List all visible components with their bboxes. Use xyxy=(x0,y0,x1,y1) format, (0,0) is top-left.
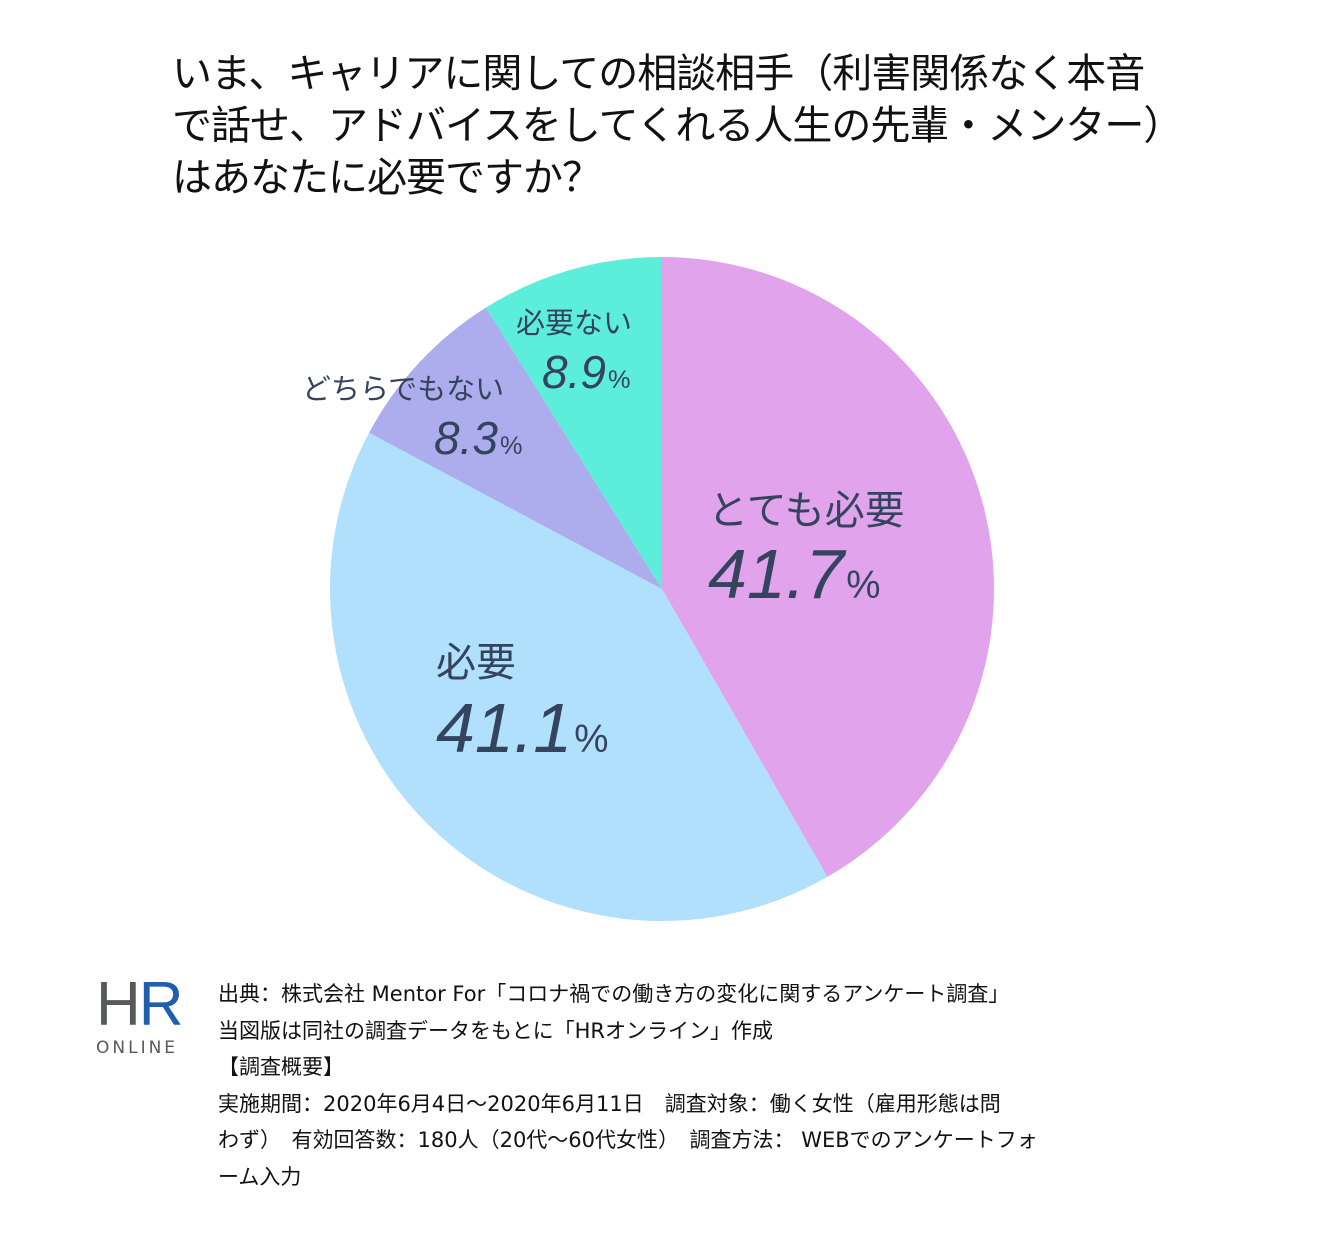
percent-value: 8.3% xyxy=(434,414,522,470)
percent-value: 41.1% xyxy=(436,692,608,776)
source-citation: 出典：株式会社 Mentor For「コロナ禍での働き方の変化に関するアンケート… xyxy=(218,982,1010,1006)
survey-summary-line-1: 実施期間：2020年6月4日～2020年6月11日 調査対象：働く女性（雇用形態… xyxy=(218,1091,1001,1116)
survey-summary-line-2: わず） 有効回答数：180人（20代～60代女性） 調査方法： WEBでのアンケ… xyxy=(218,1128,1038,1152)
slice-hitsuyo xyxy=(329,432,828,922)
logo-hr-mark: HR xyxy=(96,974,196,1036)
survey-summary-line-3: ーム入力 xyxy=(218,1164,302,1189)
slice-hitsuyo-nai xyxy=(485,257,662,589)
slice-totemo-hitsuyo xyxy=(662,257,995,877)
slice-label-totemo-hitsuyo: とても必要 41.7% xyxy=(708,478,905,622)
source-notes: 出典：株式会社 Mentor For「コロナ禍での働き方の変化に関するアンケート… xyxy=(218,976,1268,1195)
category-label: とても必要 xyxy=(708,488,905,534)
percent-value: 41.7% xyxy=(708,538,905,622)
logo-letter-h: H xyxy=(96,970,141,1039)
value-number: 8.9 xyxy=(542,346,606,398)
percent-sign: % xyxy=(607,366,631,394)
value-number: 41.7 xyxy=(708,535,845,613)
percent-sign: % xyxy=(574,718,609,761)
logo-letter-r-bird: R xyxy=(138,970,184,1039)
title-line-3: はあなたに必要ですか？ xyxy=(172,155,602,201)
survey-summary-heading: 【調査概要】 xyxy=(218,1055,344,1079)
pie-slices xyxy=(329,257,995,922)
percent-sign: % xyxy=(499,432,523,460)
percent-sign: % xyxy=(846,564,881,607)
category-label: 必要ない xyxy=(516,306,633,340)
category-label: 必要 xyxy=(436,640,516,686)
source-credit: 当図版は同社の調査データをもとに「HRオンライン」作成 xyxy=(218,1018,773,1043)
title-line-1: いま、キャリアに関しての相談相手（利害関係なく本音 xyxy=(172,51,1145,97)
slice-label-hitsuyo: 必要 41.1% xyxy=(436,630,608,776)
value-number: 41.1 xyxy=(436,689,573,767)
category-label: どちらでもない xyxy=(302,372,505,406)
hr-online-logo: HR ONLINE xyxy=(96,974,196,1064)
value-number: 8.3 xyxy=(434,412,498,464)
logo-online-text: ONLINE xyxy=(96,1038,179,1058)
chart-title: いま、キャリアに関しての相談相手（利害関係なく本音 で話せ、アドバイスをしてくれ… xyxy=(172,48,1232,204)
title-line-2: で話せ、アドバイスをしてくれる人生の先輩・メンター） xyxy=(172,103,1183,149)
slice-dochira-demo-nai xyxy=(369,307,662,589)
slice-label-hitsuyo-nai: 必要ない 8.9% xyxy=(516,300,632,404)
slice-label-dochira-demo-nai: どちらでもない 8.3% xyxy=(302,366,522,470)
percent-value: 8.9% xyxy=(542,348,632,404)
